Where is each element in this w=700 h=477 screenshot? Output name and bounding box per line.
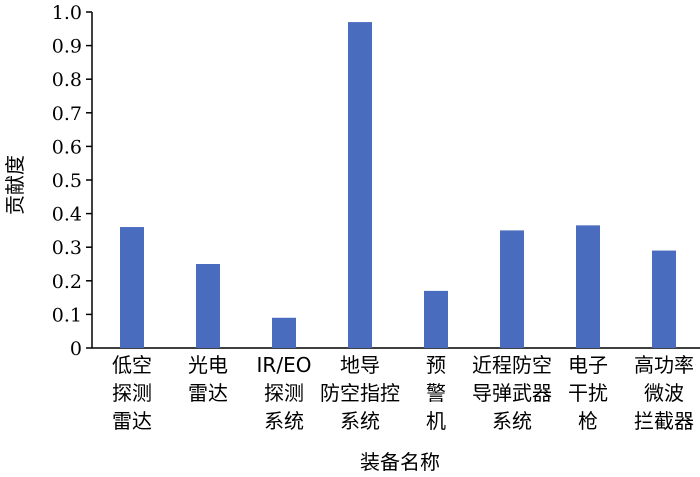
y-tick-label: 0.2	[52, 271, 82, 293]
x-category-label: 系统	[264, 409, 304, 433]
x-category-label: 近程防空	[472, 353, 552, 377]
y-tick-label: 0.3	[52, 237, 82, 259]
x-category-label: 低空	[112, 353, 152, 377]
axes	[86, 11, 700, 349]
x-axis-title: 装备名称	[360, 450, 440, 474]
x-category-label: 探测	[264, 381, 304, 405]
x-category-label: 微波	[644, 381, 684, 405]
y-tick-label: 0.6	[52, 136, 82, 158]
x-category-label: 干扰	[568, 381, 608, 405]
x-category-label: 雷达	[112, 409, 152, 433]
x-category-labels: 低空探测雷达光电雷达IR/EO探测系统地导防空指控系统预警机近程防空导弹武器系统…	[112, 353, 694, 433]
y-tick-labels: 0 0.1 0.2 0.3 0.4 0.5 0.6 0.7 0.8 0.9 1.0	[52, 2, 82, 360]
x-category-label: 探测	[112, 381, 152, 405]
y-tick-label: 0.4	[52, 204, 82, 226]
y-tick-label: 0.1	[52, 304, 82, 326]
bar	[424, 290, 448, 348]
x-category-label: 拦截器	[634, 409, 694, 433]
x-category-label: 预	[426, 353, 446, 377]
x-category-label: 高功率	[634, 353, 694, 377]
bar	[576, 225, 600, 348]
bar	[196, 264, 220, 348]
y-tick-label: 0	[70, 338, 82, 360]
y-tick-label: 0.8	[52, 69, 82, 91]
x-category-label: 警	[426, 381, 446, 405]
x-category-label: 防空指控	[320, 381, 400, 405]
bar	[500, 230, 524, 348]
y-tick-label: 1.0	[52, 2, 82, 24]
bar	[348, 22, 372, 349]
x-category-label: 枪	[578, 409, 598, 433]
x-category-label: 机	[426, 409, 446, 433]
x-category-label: 光电	[188, 353, 228, 377]
y-tick-label: 0.9	[52, 36, 82, 58]
bar	[272, 317, 296, 348]
x-category-label: IR/EO	[257, 353, 312, 377]
x-category-label: 地导	[340, 353, 380, 377]
y-tick-label: 0.5	[52, 170, 82, 192]
x-category-label: 电子	[568, 353, 608, 377]
bars	[120, 22, 676, 349]
bar	[652, 250, 676, 348]
x-category-label: 雷达	[188, 381, 228, 405]
x-category-label: 系统	[492, 409, 532, 433]
x-category-label: 系统	[340, 409, 380, 433]
bar	[120, 227, 144, 348]
y-tick-label: 0.7	[52, 103, 82, 125]
x-category-label: 导弹武器	[472, 381, 552, 405]
y-axis-title: 贡献度	[3, 155, 27, 215]
